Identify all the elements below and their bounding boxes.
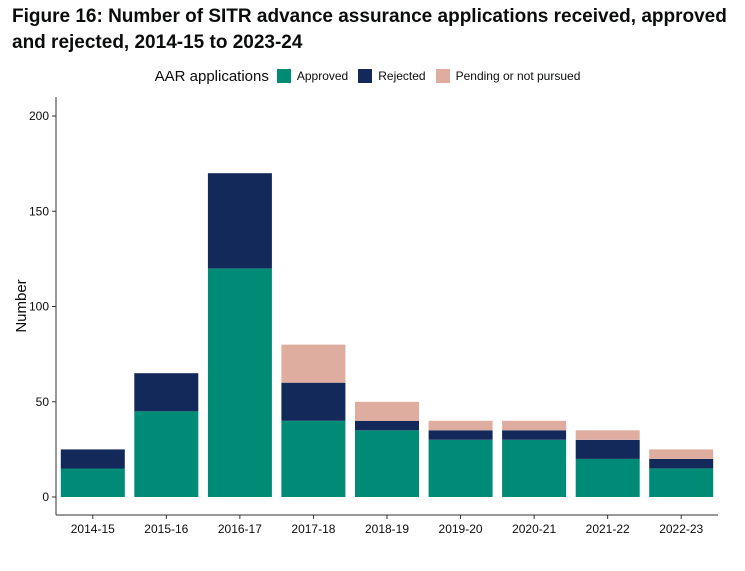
legend-item-pending: Pending or not pursued [435, 69, 581, 83]
legend-swatch-pending [435, 69, 450, 83]
x-tick-label: 2022-23 [659, 522, 703, 536]
bar-approved-2020-21 [502, 439, 567, 497]
chart-title: Figure 16: Number of SITR advance assura… [12, 6, 727, 53]
bar-rejected-2020-21 [502, 430, 567, 440]
x-tick-label: 2018-19 [365, 522, 409, 536]
bar-pending-or-not-pursued-2019-20 [428, 420, 493, 431]
bar-rejected-2017-18 [281, 382, 346, 421]
legend-item-approved: Approved [276, 69, 349, 83]
bar-rejected-2015-16 [134, 373, 199, 412]
legend-label-pending: Pending or not pursued [455, 69, 581, 83]
x-tick-label: 2015-16 [144, 522, 188, 536]
bar-approved-2016-17 [207, 268, 272, 497]
legend-item-rejected: Rejected [358, 69, 426, 83]
bar-rejected-2014-15 [60, 449, 125, 469]
x-tick-label: 2014-15 [71, 522, 115, 536]
y-tick-label: 100 [29, 300, 49, 314]
bar-rejected-2022-23 [649, 458, 714, 469]
bar-pending-or-not-pursued-2020-21 [502, 420, 567, 431]
bar-approved-2021-22 [575, 458, 640, 497]
bar-pending-or-not-pursued-2021-22 [575, 430, 640, 440]
bar-approved-2015-16 [134, 411, 199, 497]
legend: AAR applications Approved Rejected Pendi… [0, 66, 745, 86]
bar-rejected-2016-17 [207, 173, 272, 269]
x-tick-label: 2017-18 [291, 522, 335, 536]
bar-pending-or-not-pursued-2022-23 [649, 449, 714, 459]
x-tick-label: 2019-20 [439, 522, 483, 536]
legend-label-approved: Approved [296, 69, 349, 83]
legend-title: AAR applications [154, 67, 269, 85]
legend-label-rejected: Rejected [378, 69, 426, 83]
bar-approved-2014-15 [60, 468, 125, 497]
x-tick-label: 2020-21 [512, 522, 556, 536]
y-tick-label: 50 [36, 395, 50, 409]
bar-rejected-2019-20 [428, 430, 493, 440]
bar-pending-or-not-pursued-2018-19 [355, 401, 419, 421]
bar-approved-2019-20 [428, 439, 493, 497]
bar-rejected-2018-19 [355, 420, 419, 431]
bar-approved-2022-23 [649, 468, 714, 497]
bar-approved-2017-18 [281, 420, 346, 497]
legend-swatch-rejected [358, 69, 373, 83]
legend-swatch-approved [276, 69, 291, 83]
y-tick-label: 150 [29, 204, 49, 218]
bar-rejected-2021-22 [575, 439, 640, 459]
y-axis-label: Number [13, 279, 30, 332]
y-tick-label: 0 [42, 490, 49, 504]
bar-approved-2018-19 [355, 430, 419, 497]
y-tick-label: 200 [29, 109, 49, 123]
x-tick-label: 2016-17 [218, 522, 262, 536]
bar-pending-or-not-pursued-2017-18 [281, 344, 346, 383]
x-tick-label: 2021-22 [586, 522, 630, 536]
